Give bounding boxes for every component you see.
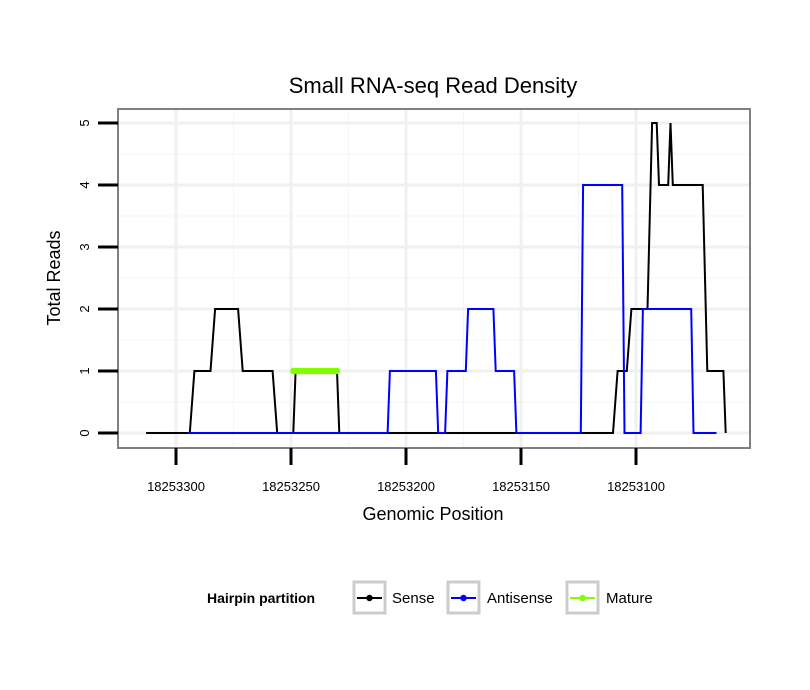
axis-ticks: 0 1 2 3 4 5 18253300 18253250 18253200 18253150 18… — [77, 119, 665, 494]
plot-panel-border — [117, 108, 751, 449]
x-axis-title: Genomic Position — [362, 504, 503, 524]
legend-label: Antisense — [487, 590, 553, 607]
x-tick-label: 18253150 — [492, 479, 550, 494]
series-line-sense — [146, 122, 727, 434]
x-tick-label: 18253250 — [262, 479, 320, 494]
x-tick-label: 18253200 — [377, 479, 435, 494]
series-point-mature — [333, 367, 341, 375]
plot-grid — [119, 110, 749, 447]
y-tick-label: 3 — [77, 243, 92, 250]
chart-title: Small RNA-seq Read Density — [289, 73, 578, 98]
legend-key-point — [460, 594, 467, 602]
legend-title: Hairpin partition — [207, 590, 315, 606]
x-tick-label: 18253100 — [607, 479, 665, 494]
y-tick-label: 4 — [77, 181, 92, 188]
y-tick-label: 1 — [77, 367, 92, 374]
legend-label: Sense — [392, 590, 435, 607]
y-tick-label: 5 — [77, 119, 92, 126]
legend-entry-antisense: Antisense — [446, 580, 553, 615]
legend-key-point — [579, 594, 586, 602]
y-axis-title: Total Reads — [44, 230, 64, 325]
x-tick-label: 18253300 — [147, 479, 205, 494]
y-tick-label: 2 — [77, 305, 92, 312]
legend-key-point — [366, 594, 373, 602]
legend-entry-sense: Sense — [352, 580, 435, 615]
legend-label: Mature — [606, 590, 653, 607]
legend: Hairpin partition Sense Antisense Mature — [207, 580, 653, 615]
legend-entry-mature: Mature — [565, 580, 653, 615]
series-line-antisense — [187, 184, 717, 434]
y-tick-label: 0 — [77, 429, 92, 436]
plot-series — [146, 122, 727, 434]
